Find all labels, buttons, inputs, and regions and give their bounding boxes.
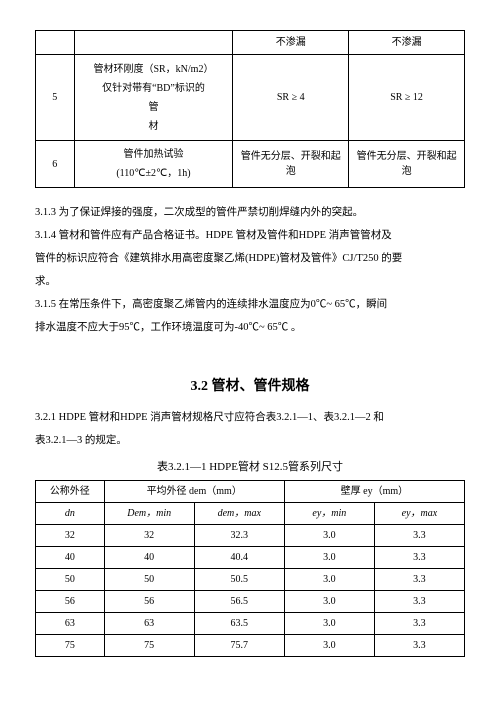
th-ey-group: 壁厚 ey（mm）: [284, 480, 464, 502]
row6-desc-l1: 管件加热试验: [123, 149, 183, 160]
cell-emin: 3.0: [284, 524, 374, 546]
cell-emax: 3.3: [374, 590, 464, 612]
row5-desc-l1: 管材环刚度（SR，kN/m2）: [93, 64, 213, 75]
cell-empty: [36, 31, 75, 55]
row6-desc-l2: (110℃±2℃，1h): [116, 168, 190, 179]
cell-dn: 56: [36, 590, 105, 612]
size-table: 公称外径 平均外径 dem（mm） 壁厚 ey（mm） dn Dem，min d…: [35, 480, 465, 657]
th-dem-max: dem，max: [194, 502, 284, 524]
th-ey-min: ey，min: [284, 502, 374, 524]
cell-dmin: 63: [104, 612, 194, 634]
table2-caption: 表3.2.1—1 HDPE管材 S12.5管系列尺寸: [35, 459, 465, 476]
cell-dmin: 50: [104, 568, 194, 590]
cell-row6-num: 6: [36, 141, 75, 188]
cell-dmin: 75: [104, 634, 194, 656]
table-row: 40 40 40.4 3.0 3.3: [36, 546, 465, 568]
cell-dmax: 50.5: [194, 568, 284, 590]
cell-row5-num: 5: [36, 55, 75, 141]
row5-desc-l3: 管: [148, 102, 158, 113]
th-ey-max: ey，max: [374, 502, 464, 524]
para-321b: 表3.2.1—3 的规定。: [35, 430, 465, 451]
cell-empty: [74, 31, 233, 55]
section-32-title: 3.2 管材、管件规格: [35, 376, 465, 397]
cell-emax: 3.3: [374, 524, 464, 546]
cell-dmax: 63.5: [194, 612, 284, 634]
cell-dmax: 75.7: [194, 634, 284, 656]
row5-desc-l4: 材: [148, 121, 158, 132]
spec-table-partial: 不渗漏 不渗漏 5 管材环刚度（SR，kN/m2） 仅针对带有“BD”标识的 管…: [35, 30, 465, 188]
cell-dmin: 56: [104, 590, 194, 612]
para-314a: 3.1.4 管材和管件应有产品合格证书。HDPE 管材及管件和HDPE 消声管管…: [35, 225, 465, 246]
cell-row6-c4: 管件无分层、开裂和起泡: [349, 141, 465, 188]
para-315a: 3.1.5 在常压条件下，高密度聚乙烯管内的连续排水温度应为0℃~ 65℃，瞬间: [35, 294, 465, 315]
row5-desc-l2: 仅针对带有“BD”标识的: [102, 83, 205, 94]
para-314c: 求。: [35, 271, 465, 292]
para-321a: 3.2.1 HDPE 管材和HDPE 消声管材规格尺寸应符合表3.2.1—1、表…: [35, 407, 465, 428]
cell-emax: 3.3: [374, 634, 464, 656]
cell-emin: 3.0: [284, 612, 374, 634]
cell-emax: 3.3: [374, 546, 464, 568]
table-row: 75 75 75.7 3.0 3.3: [36, 634, 465, 656]
cell-row5-c4: SR ≥ 12: [349, 55, 465, 141]
th-dem-min: Dem，min: [104, 502, 194, 524]
th-dn-label: 公称外径: [36, 480, 105, 502]
cell-emin: 3.0: [284, 590, 374, 612]
cell-emin: 3.0: [284, 546, 374, 568]
para-314b: 管件的标识应符合《建筑排水用高密度聚乙烯(HDPE)管材及管件》CJ/T250 …: [35, 248, 465, 269]
table-row: 56 56 56.5 3.0 3.3: [36, 590, 465, 612]
cell-emin: 3.0: [284, 634, 374, 656]
cell-header-c4: 不渗漏: [349, 31, 465, 55]
cell-row5-c3: SR ≥ 4: [233, 55, 349, 141]
table-row: 63 63 63.5 3.0 3.3: [36, 612, 465, 634]
cell-emin: 3.0: [284, 568, 374, 590]
cell-dmax: 56.5: [194, 590, 284, 612]
para-315b: 排水温度不应大于95℃，工作环境温度可为-40℃~ 65℃ 。: [35, 317, 465, 338]
th-dn-label-text: 公称外径: [50, 486, 90, 497]
cell-dmin: 32: [104, 524, 194, 546]
table-row: 32 32 32.3 3.0 3.3: [36, 524, 465, 546]
cell-header-c3: 不渗漏: [233, 31, 349, 55]
th-dn-unit: dn: [36, 502, 105, 524]
th-ey-group-text: 壁厚 ey（mm）: [341, 486, 409, 497]
cell-dn: 75: [36, 634, 105, 656]
th-dem-group-text: 平均外径 dem（mm）: [147, 486, 242, 497]
cell-dmin: 40: [104, 546, 194, 568]
para-313: 3.1.3 为了保证焊接的强度，二次成型的管件严禁切削焊缝内外的突起。: [35, 202, 465, 223]
th-dem-group: 平均外径 dem（mm）: [104, 480, 284, 502]
cell-dn: 40: [36, 546, 105, 568]
table-row: 50 50 50.5 3.0 3.3: [36, 568, 465, 590]
cell-dn: 32: [36, 524, 105, 546]
cell-dn: 63: [36, 612, 105, 634]
cell-row5-desc: 管材环刚度（SR，kN/m2） 仅针对带有“BD”标识的 管 材: [74, 55, 233, 141]
cell-dn: 50: [36, 568, 105, 590]
cell-emax: 3.3: [374, 568, 464, 590]
cell-dmax: 40.4: [194, 546, 284, 568]
cell-dmax: 32.3: [194, 524, 284, 546]
cell-row6-desc: 管件加热试验 (110℃±2℃，1h): [74, 141, 233, 188]
cell-emax: 3.3: [374, 612, 464, 634]
cell-row6-c3: 管件无分层、开裂和起泡: [233, 141, 349, 188]
